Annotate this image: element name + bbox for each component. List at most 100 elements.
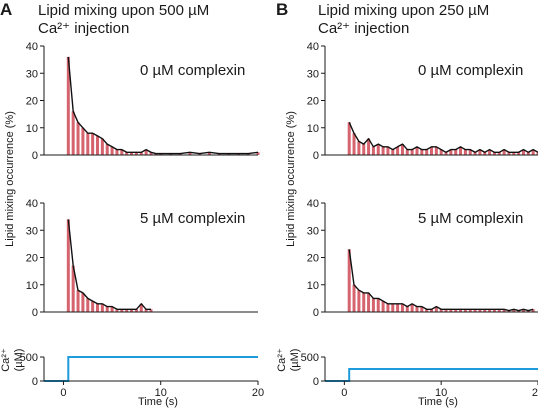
panel-label-b: B [276, 0, 288, 19]
bar-b-5-3 [362, 292, 366, 312]
ca-trace-line-a [44, 356, 258, 382]
bar-a-5-12 [125, 309, 129, 312]
ca-axis-label-a-line1: Ca²⁺ [0, 348, 12, 372]
y-tick-label-a-5-0: 0 [32, 307, 38, 319]
ca-x-tick-label-b-0: 0 [341, 387, 347, 399]
y-tick-label-b-5-30: 30 [307, 225, 319, 237]
ca-y-tick-label-a-0: 0 [32, 376, 38, 388]
complexin-label-b-bottom: 5 µM complexin [418, 210, 523, 227]
bar-b-0-11 [400, 144, 404, 155]
calcium-trace-b: 0 500 0 10 20 [301, 352, 538, 399]
bar-a-0-14 [134, 152, 138, 155]
bar-a-5-3 [81, 292, 85, 312]
y-tick-label-b-5-20: 20 [307, 253, 319, 265]
y-tick-label-b-0-10: 10 [307, 123, 319, 135]
y-tick-label-b-5-0: 0 [313, 307, 319, 319]
bar-b-5-7 [381, 301, 385, 312]
histogram-a-5um-complexin: 0 10 20 30 40 [26, 198, 258, 319]
bar-a-5-7 [100, 303, 104, 312]
bar-b-0-30 [492, 152, 496, 155]
bar-b-5-14 [415, 306, 419, 312]
panel-title-a-line1: Lipid mixing upon 500 µM [38, 2, 209, 19]
bar-b-5-0 [347, 249, 351, 312]
bar-a-0-4 [86, 133, 90, 155]
bar-b-0-18 [434, 146, 438, 155]
bar-b-0-38 [531, 149, 535, 155]
bar-b-5-38 [531, 309, 535, 312]
ca-axis-label-b-line1: Ca²⁺ [276, 348, 288, 372]
bar-a-0-27 [237, 153, 241, 155]
bar-b-5-5 [371, 298, 375, 313]
ca-y-tick-label-b-0: 0 [313, 376, 319, 388]
bar-b-0-37 [526, 152, 530, 155]
bar-b-0-9 [391, 149, 395, 155]
bar-b-0-13 [410, 149, 414, 155]
x-axis-label-b: Time (s) [418, 396, 458, 408]
y-tick-label-b-0-30: 30 [307, 68, 319, 80]
y-tick-label-a-0-30: 30 [26, 68, 38, 80]
bar-b-5-4 [367, 292, 371, 312]
fit-curve-a-0 [67, 56, 259, 155]
bar-b-0-24 [463, 149, 467, 155]
bar-b-0-36 [521, 149, 525, 155]
bar-b-0-23 [459, 146, 463, 155]
y-axis-label-b: Lipid mixing occurrence (%) [285, 111, 297, 247]
bar-b-5-10 [396, 303, 400, 312]
bar-b-0-0 [347, 122, 351, 155]
bar-b-5-2 [357, 290, 361, 312]
bar-b-0-25 [468, 149, 472, 155]
bar-b-5-25 [468, 309, 472, 312]
bar-a-0-0 [66, 56, 70, 155]
bar-a-0-23 [198, 153, 202, 155]
panel-title-a-line2: Ca²⁺ injection [38, 20, 129, 37]
bar-b-0-12 [405, 149, 409, 155]
bar-b-0-33 [507, 152, 511, 155]
bar-b-0-7 [381, 146, 385, 155]
bar-b-0-6 [376, 144, 380, 155]
calcium-trace-a: 0 500 0 10 20 [20, 352, 264, 399]
bar-b-5-37 [526, 310, 530, 312]
bar-a-0-18 [154, 153, 158, 155]
bar-b-5-16 [425, 309, 429, 312]
bar-a-0-20 [168, 153, 172, 155]
y-tick-label-b-0-20: 20 [307, 96, 319, 108]
bar-b-0-34 [512, 152, 516, 155]
bar-a-0-1 [71, 111, 75, 155]
panel-label-a: A [0, 0, 12, 19]
y-tick-label-a-0-10: 10 [26, 123, 38, 135]
bar-b-5-28 [483, 309, 487, 312]
bar-b-0-1 [352, 133, 356, 155]
bar-b-0-20 [444, 152, 448, 155]
bar-b-5-9 [391, 303, 395, 312]
bar-a-0-16 [144, 149, 148, 155]
bar-b-5-32 [502, 309, 506, 312]
x-axis-label-a: Time (s) [138, 396, 178, 408]
bar-b-0-16 [425, 149, 429, 155]
panel-title-b-line1: Lipid mixing upon 250 µM [318, 2, 489, 19]
bar-a-0-29 [256, 152, 260, 155]
y-tick-label-b-0-0: 0 [313, 150, 319, 162]
ca-axis-label-a-line2: (µM) [13, 349, 25, 372]
bar-a-0-8 [105, 144, 109, 155]
bar-a-0-17 [149, 152, 153, 155]
bar-a-5-2 [76, 290, 80, 312]
bar-a-5-8 [105, 306, 109, 312]
bar-a-0-5 [91, 133, 95, 155]
bar-b-5-17 [430, 309, 433, 312]
bar-b-0-10 [396, 146, 400, 155]
bar-b-5-1 [352, 284, 356, 312]
fit-curve-b-0 [348, 122, 538, 153]
bar-a-5-1 [71, 265, 75, 312]
bar-a-5-11 [120, 309, 124, 312]
ca-x-tick-label-b-20: 20 [532, 387, 538, 399]
bar-a-0-2 [76, 122, 80, 155]
y-tick-label-a-5-40: 40 [26, 198, 38, 210]
bar-a-5-16 [144, 309, 148, 312]
bar-a-0-28 [246, 153, 250, 155]
bar-b-5-22 [454, 309, 458, 312]
bar-b-5-29 [488, 309, 492, 312]
bar-b-5-31 [497, 309, 501, 312]
bar-a-0-22 [188, 152, 192, 155]
y-tick-label-a-5-30: 30 [26, 225, 38, 237]
bar-b-5-35 [517, 310, 521, 312]
